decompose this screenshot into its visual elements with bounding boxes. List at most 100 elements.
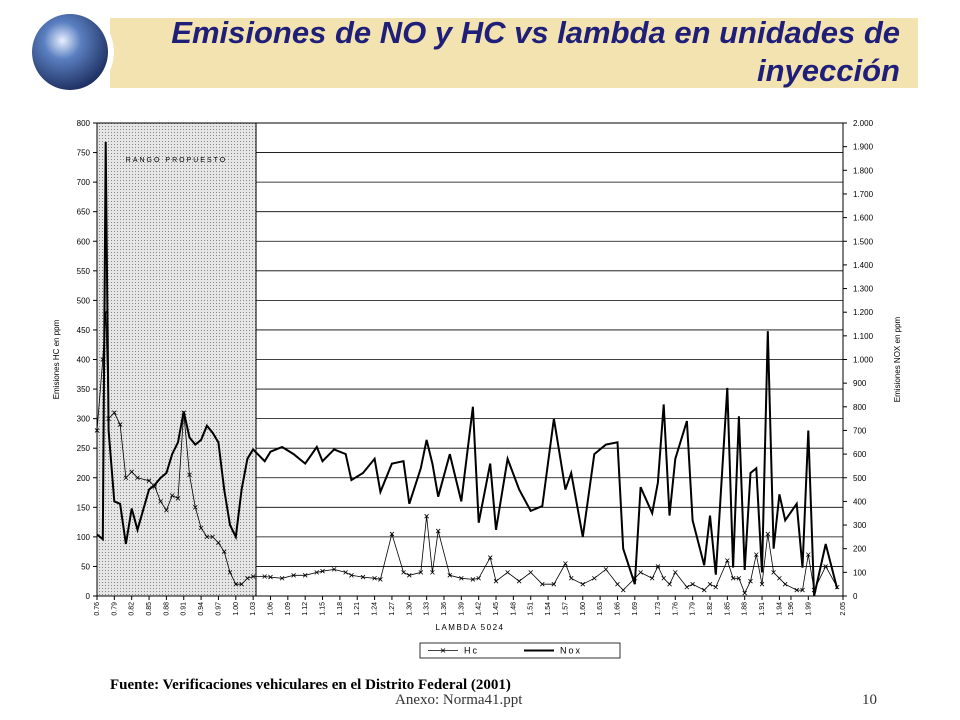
hc-marker: [378, 577, 383, 582]
hc-marker: [424, 513, 429, 519]
hc-marker: [302, 573, 308, 578]
hc-marker: [112, 410, 117, 415]
y2-tick-label: 500: [853, 474, 867, 483]
hc-marker: [742, 590, 747, 596]
hc-marker: [314, 570, 320, 575]
y2-tick-label: 600: [853, 450, 867, 459]
y2-tick-label: 900: [853, 379, 867, 388]
hc-marker: [193, 505, 198, 510]
y-tick-label: 800: [77, 119, 91, 128]
x-tick-label: 1.51: [528, 602, 535, 616]
x-tick-label: 1.06: [267, 602, 274, 616]
hc-marker: [349, 573, 354, 578]
hc-marker: [673, 570, 678, 575]
y-tick-label: 250: [77, 444, 91, 453]
hc-marker: [765, 531, 771, 537]
y2-tick-label: 1.400: [853, 261, 874, 270]
hc-marker: [430, 570, 435, 575]
hc-marker: [736, 575, 742, 581]
hc-marker: [320, 568, 325, 574]
y-tick-label: 50: [81, 562, 90, 571]
x-tick-label: 1.36: [441, 602, 448, 616]
range-label: RANGO PROPUESTO: [126, 157, 227, 164]
hc-marker: [661, 575, 667, 581]
legend-marker: [440, 648, 446, 653]
x-tick-label: 1.66: [614, 602, 621, 616]
hc-marker: [800, 587, 805, 593]
y-tick-label: 450: [77, 326, 91, 335]
y2-tick-label: 1.500: [853, 237, 874, 246]
hc-marker: [239, 581, 244, 587]
x-tick-label: 0.94: [198, 602, 205, 616]
hc-marker: [245, 575, 250, 581]
x-tick-label: 1.12: [302, 602, 309, 616]
x-tick-label: 0.82: [129, 602, 136, 616]
y-tick-label: 350: [77, 385, 91, 394]
x-tick-label: 1.76: [672, 602, 679, 616]
y2-tick-label: 300: [853, 521, 867, 530]
x-tick-label: 0.88: [163, 602, 170, 616]
hc-marker: [580, 581, 586, 587]
hc-marker: [603, 567, 609, 572]
hc-marker: [175, 496, 181, 501]
x-tick-label: 0.85: [146, 602, 153, 616]
hc-marker: [563, 561, 568, 566]
x-tick-label: 1.18: [337, 602, 344, 616]
title-band: [110, 18, 918, 88]
hc-marker: [123, 475, 129, 481]
hc-marker: [753, 552, 759, 557]
hc-marker: [117, 422, 123, 427]
x-tick-label: 1.09: [285, 602, 292, 616]
x-tick-label: 1.79: [690, 602, 697, 616]
y2-tick-label: 0: [853, 592, 858, 601]
legend: Hc Nox: [419, 642, 621, 659]
x-tick-label: 1.24: [372, 602, 379, 616]
hc-marker: [250, 574, 256, 579]
y2-axis-title: Emisiones NOX en ppm: [893, 316, 902, 402]
y-tick-label: 600: [77, 237, 91, 246]
x-tick-label: 1.60: [580, 602, 587, 616]
hc-marker: [649, 575, 655, 581]
x-tick-label: 1.99: [805, 602, 812, 616]
y2-tick-label: 1.700: [853, 190, 874, 199]
y-tick-label: 550: [77, 267, 91, 276]
y-axis-title: Emisiones HC en ppm: [52, 319, 61, 399]
hc-marker: [725, 558, 730, 563]
hc-marker: [233, 581, 239, 587]
hc-marker: [158, 499, 163, 504]
x-tick-label: 1.73: [655, 602, 662, 616]
y2-tick-label: 1.900: [853, 143, 874, 152]
hc-marker: [435, 528, 441, 534]
legend-label: Nox: [560, 646, 582, 656]
hc-marker: [216, 540, 221, 546]
hc-marker: [406, 573, 412, 578]
hc-marker: [707, 581, 713, 587]
hc-marker: [279, 575, 285, 581]
hc-marker: [794, 587, 800, 593]
page-number: 10: [862, 692, 877, 708]
hc-marker: [713, 584, 719, 590]
x-tick-label: 0.76: [94, 602, 101, 616]
hc-marker: [528, 570, 534, 575]
hc-marker: [777, 575, 782, 581]
y-tick-label: 200: [77, 474, 91, 483]
y2-tick-label: 400: [853, 497, 867, 506]
y-tick-label: 500: [77, 296, 91, 305]
source-note: Fuente: Verificaciones vehiculares en el…: [110, 677, 511, 693]
x-tick-label: 1.45: [493, 602, 500, 616]
y2-tick-label: 200: [853, 545, 867, 554]
hc-marker: [592, 575, 597, 581]
x-tick-label: 1.21: [354, 602, 361, 616]
hc-marker: [221, 549, 227, 554]
hc-marker: [701, 587, 707, 593]
y2-tick-label: 100: [853, 568, 867, 577]
x-tick-label: 1.48: [510, 602, 517, 616]
x-axis-title: LAMBDA 5024: [436, 623, 505, 632]
x-tick-label: 1.88: [742, 602, 749, 616]
y2-tick-label: 700: [853, 426, 867, 435]
hc-marker: [135, 475, 140, 481]
x-tick-label: 1.27: [389, 602, 396, 616]
hc-marker: [655, 564, 661, 569]
hc-marker: [360, 574, 366, 580]
hc-marker: [459, 575, 464, 581]
